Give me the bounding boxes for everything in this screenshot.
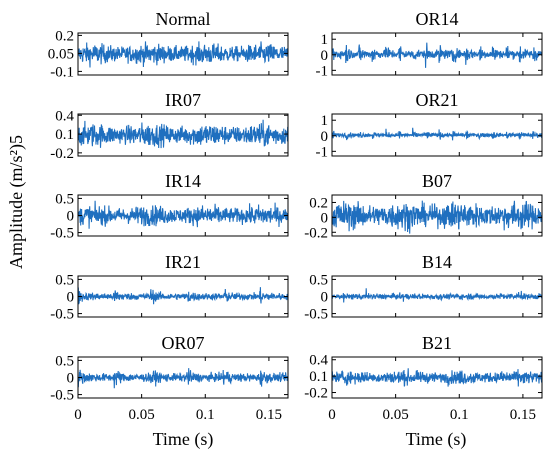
y-tick-label: -0.5	[304, 307, 328, 323]
subplot-title: IR07	[165, 90, 201, 110]
x-axis-label-left: Time (s)	[153, 429, 214, 450]
plot-frame	[331, 113, 543, 157]
subplot-ir21: IR21 -0.50 0.5	[50, 252, 289, 323]
signal-line	[331, 127, 543, 141]
y-tick-label: 1	[321, 113, 329, 129]
x-tick-label: 0.05	[383, 407, 409, 423]
y-tick-label: -0.2	[304, 225, 328, 241]
x-tick-label: 0.05	[129, 407, 155, 423]
subplot-or21: OR21 -101	[316, 90, 543, 160]
subplot-title: Normal	[156, 9, 211, 29]
y-tick-label: 0.5	[309, 272, 328, 288]
subplot-ir07: IR07 -0.2 0.1 0.4	[50, 90, 289, 162]
y-tick-label: -0.5	[50, 226, 74, 242]
subplot-title: B21	[422, 333, 452, 353]
x-tick-label: 0.15	[510, 407, 536, 423]
x-tick-label: 0.1	[450, 407, 469, 423]
plot-frame	[331, 194, 543, 237]
subplot-title: IR14	[165, 171, 201, 191]
subplot-title: B07	[422, 171, 452, 191]
signal-line	[77, 119, 289, 149]
plot-frame	[77, 113, 289, 157]
subplot-title: OR14	[415, 9, 458, 29]
x-tick-label: 0	[328, 407, 336, 423]
x-tick-label: 0	[74, 407, 82, 423]
signal-line	[77, 41, 289, 68]
signal-line	[331, 288, 543, 303]
y-tick-label: 0.1	[309, 369, 328, 385]
y-tick-label: 0	[67, 371, 75, 387]
signal-line	[331, 368, 543, 387]
subplot-or07: OR07 -0.50 0.5 0 0.05 0.1 0.15	[50, 333, 289, 423]
y-tick-label: -0.2	[304, 386, 328, 402]
y-tick-label: 0.5	[55, 191, 74, 207]
y-tick-label: -1	[316, 144, 329, 160]
subplot-title: OR07	[161, 333, 204, 353]
subplot-title: OR21	[415, 90, 458, 110]
y-tick-label: 0.1	[55, 127, 74, 143]
x-tick-label: 0.1	[196, 407, 215, 423]
y-tick-label: 1	[321, 32, 329, 48]
y-tick-label: 0	[67, 290, 75, 306]
signal-line	[77, 368, 289, 389]
y-tick-label: 0	[321, 290, 329, 306]
y-tick-label: -0.5	[50, 388, 74, 404]
subplot-b14: B14 -0.50 0.5	[304, 252, 543, 323]
y-tick-label: 0	[321, 210, 329, 226]
subplot-or14: OR14 -101	[316, 9, 543, 79]
signal-line	[77, 287, 289, 305]
y-tick-label: -0.1	[50, 64, 74, 80]
plot-frame	[77, 32, 289, 76]
signal-line	[77, 200, 289, 229]
y-tick-label: -1	[316, 63, 329, 79]
subplot-ir14: IR14 -0.50 0.5	[50, 171, 289, 242]
y-tick-label: -0.2	[50, 146, 74, 162]
subplot-b07: B07 -0.200.2	[304, 171, 543, 241]
y-tick-label: 0.4	[55, 108, 74, 124]
y-tick-label: 0	[321, 129, 329, 145]
y-tick-label: 0	[321, 48, 329, 64]
x-axis-label-right: Time (s)	[406, 429, 467, 450]
x-tick-label: 0.15	[256, 407, 282, 423]
subplot-normal: Normal -0.1 0.05 0.2	[48, 9, 289, 80]
y-tick-label: 0.4	[309, 353, 328, 369]
signal-line	[331, 200, 543, 234]
subplot-title: IR21	[165, 252, 201, 272]
y-tick-label: -0.5	[50, 307, 74, 323]
y-tick-label: 0	[67, 209, 75, 225]
y-axis-label: Amplitude (m/s²)5	[6, 135, 27, 269]
signal-line	[331, 42, 543, 68]
subplot-b21: B21-0.20.10.40 0.05 0.1 0.15	[304, 333, 543, 423]
y-tick-label: 0.5	[55, 353, 74, 369]
y-tick-label: 0.05	[48, 46, 74, 62]
y-tick-label: 0.2	[309, 195, 328, 211]
y-tick-label: 0.5	[55, 272, 74, 288]
plot-frame	[331, 32, 543, 76]
subplot-title: B14	[422, 252, 452, 272]
y-tick-label: 0.2	[55, 28, 74, 44]
plot-frame	[331, 356, 543, 399]
